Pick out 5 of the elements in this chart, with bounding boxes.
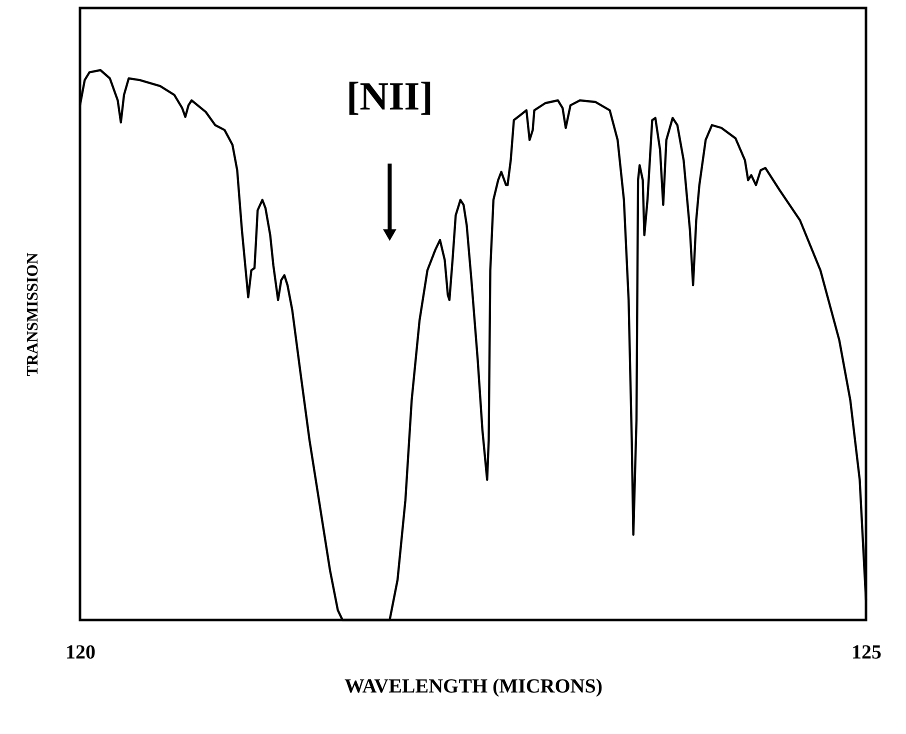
x-tick-label: 125 — [852, 642, 882, 664]
y-axis-title: TRANSMISSION — [24, 252, 42, 376]
x-tick-label: 120 — [66, 642, 96, 664]
x-axis-title: WAVELENGTH (MICRONS) — [344, 676, 602, 698]
annotation: [NII] — [346, 74, 434, 119]
